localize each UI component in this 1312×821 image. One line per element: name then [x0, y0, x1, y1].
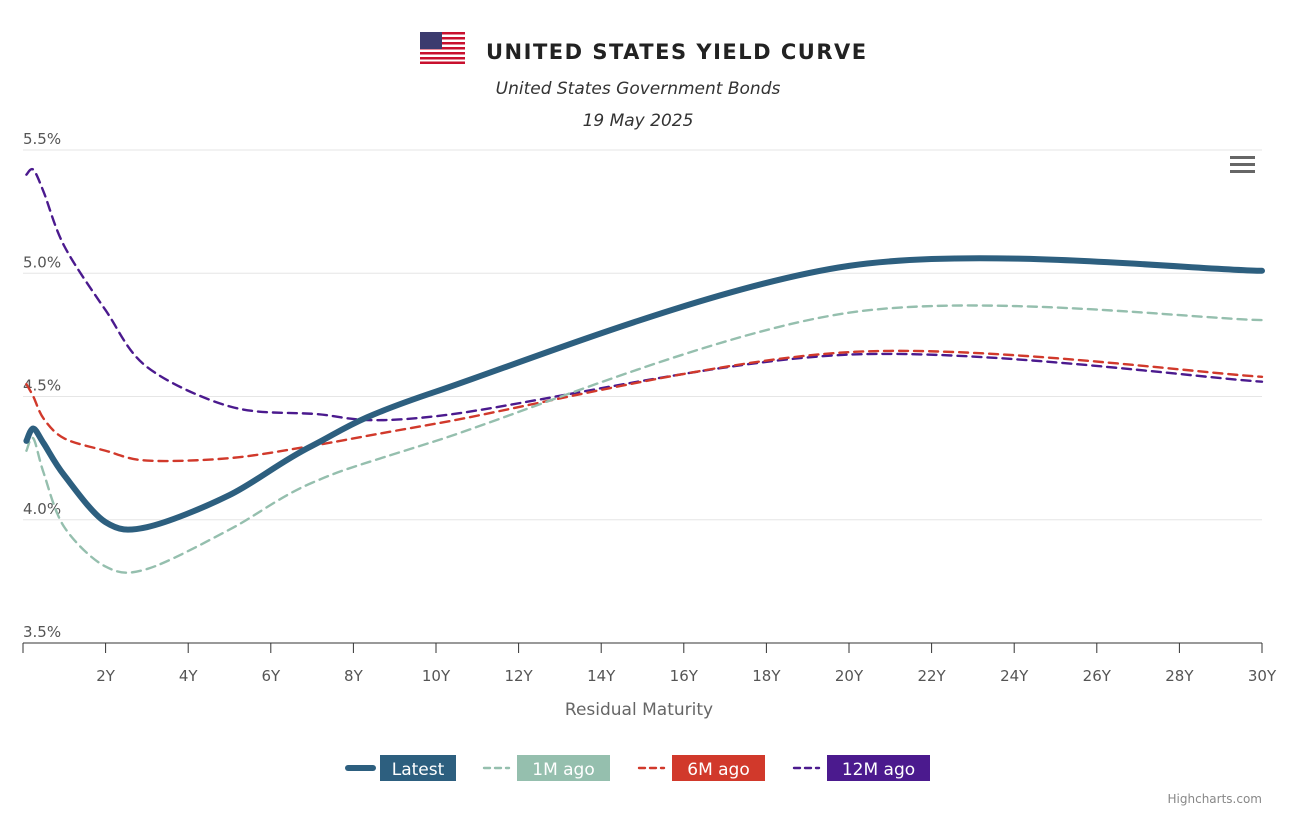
x-axis-title: Residual Maturity: [565, 700, 713, 720]
us-flag-icon: [420, 32, 465, 64]
legend-label-bg: [517, 755, 610, 781]
y-axis-ticks: 3.5% 4.0% 4.5% 5.0% 5.5%: [23, 130, 61, 641]
series-line-1m-ago[interactable]: [25, 304, 1264, 574]
legend-item-latest[interactable]: Latest: [345, 755, 456, 781]
x-tick-label: 22Y: [917, 667, 946, 685]
legend-label-bg: [380, 755, 456, 781]
legend-label-bg: [672, 755, 765, 781]
gridlines: [23, 149, 1262, 521]
y-tick-label: 4.5%: [23, 377, 61, 395]
x-tick-label: 12Y: [504, 667, 533, 685]
x-axis: 2Y 4Y 6Y 8Y 10Y 12Y 14Y 16Y 18Y 20Y 22Y 24Y 26Y 28Y 30…: [22, 642, 1277, 685]
chart-date: 19 May 2025: [583, 111, 694, 131]
legend-item-1m-ago[interactable]: 1M ago: [482, 755, 610, 781]
hamburger-menu-icon[interactable]: [1230, 156, 1255, 173]
x-tick-label: 28Y: [1165, 667, 1194, 685]
legend-item-12m-ago[interactable]: 12M ago: [792, 755, 930, 781]
highcharts-credits[interactable]: Highcharts.com: [1168, 792, 1262, 806]
y-tick-label: 5.0%: [23, 253, 61, 271]
legend-label: Latest: [392, 760, 445, 780]
x-tick-label: 2Y: [96, 667, 116, 685]
chart-subtitle: United States Government Bonds: [496, 79, 781, 99]
series-lines: [23, 167, 1265, 574]
y-tick-label: 3.5%: [23, 623, 61, 641]
y-tick-label: 4.0%: [23, 500, 61, 518]
legend-label-bg: [827, 755, 930, 781]
legend-item-6m-ago[interactable]: 6M ago: [637, 755, 765, 781]
x-tick-label: 8Y: [344, 667, 364, 685]
x-tick-label: 6Y: [261, 667, 281, 685]
series-line-latest[interactable]: [23, 255, 1265, 533]
x-tick-label: 14Y: [587, 667, 616, 685]
legend: Latest 1M ago 6M ago 12M ago: [345, 755, 930, 781]
x-tick-label: 16Y: [670, 667, 699, 685]
x-tick-label: 4Y: [179, 667, 199, 685]
legend-label: 12M ago: [842, 760, 915, 780]
x-tick-label: 26Y: [1083, 667, 1112, 685]
series-line-12m-ago[interactable]: [25, 167, 1264, 422]
x-tick-label: 30Y: [1248, 667, 1277, 685]
x-tick-label: 20Y: [835, 667, 864, 685]
chart-title: UNITED STATES YIELD CURVE: [486, 40, 868, 64]
y-tick-label: 5.5%: [23, 130, 61, 148]
x-tick-label: 24Y: [1000, 667, 1029, 685]
x-tick-label: 18Y: [752, 667, 781, 685]
legend-label: 1M ago: [532, 760, 595, 780]
legend-label: 6M ago: [687, 760, 750, 780]
series-line-6m-ago[interactable]: [25, 349, 1264, 463]
x-tick-label: 10Y: [422, 667, 451, 685]
